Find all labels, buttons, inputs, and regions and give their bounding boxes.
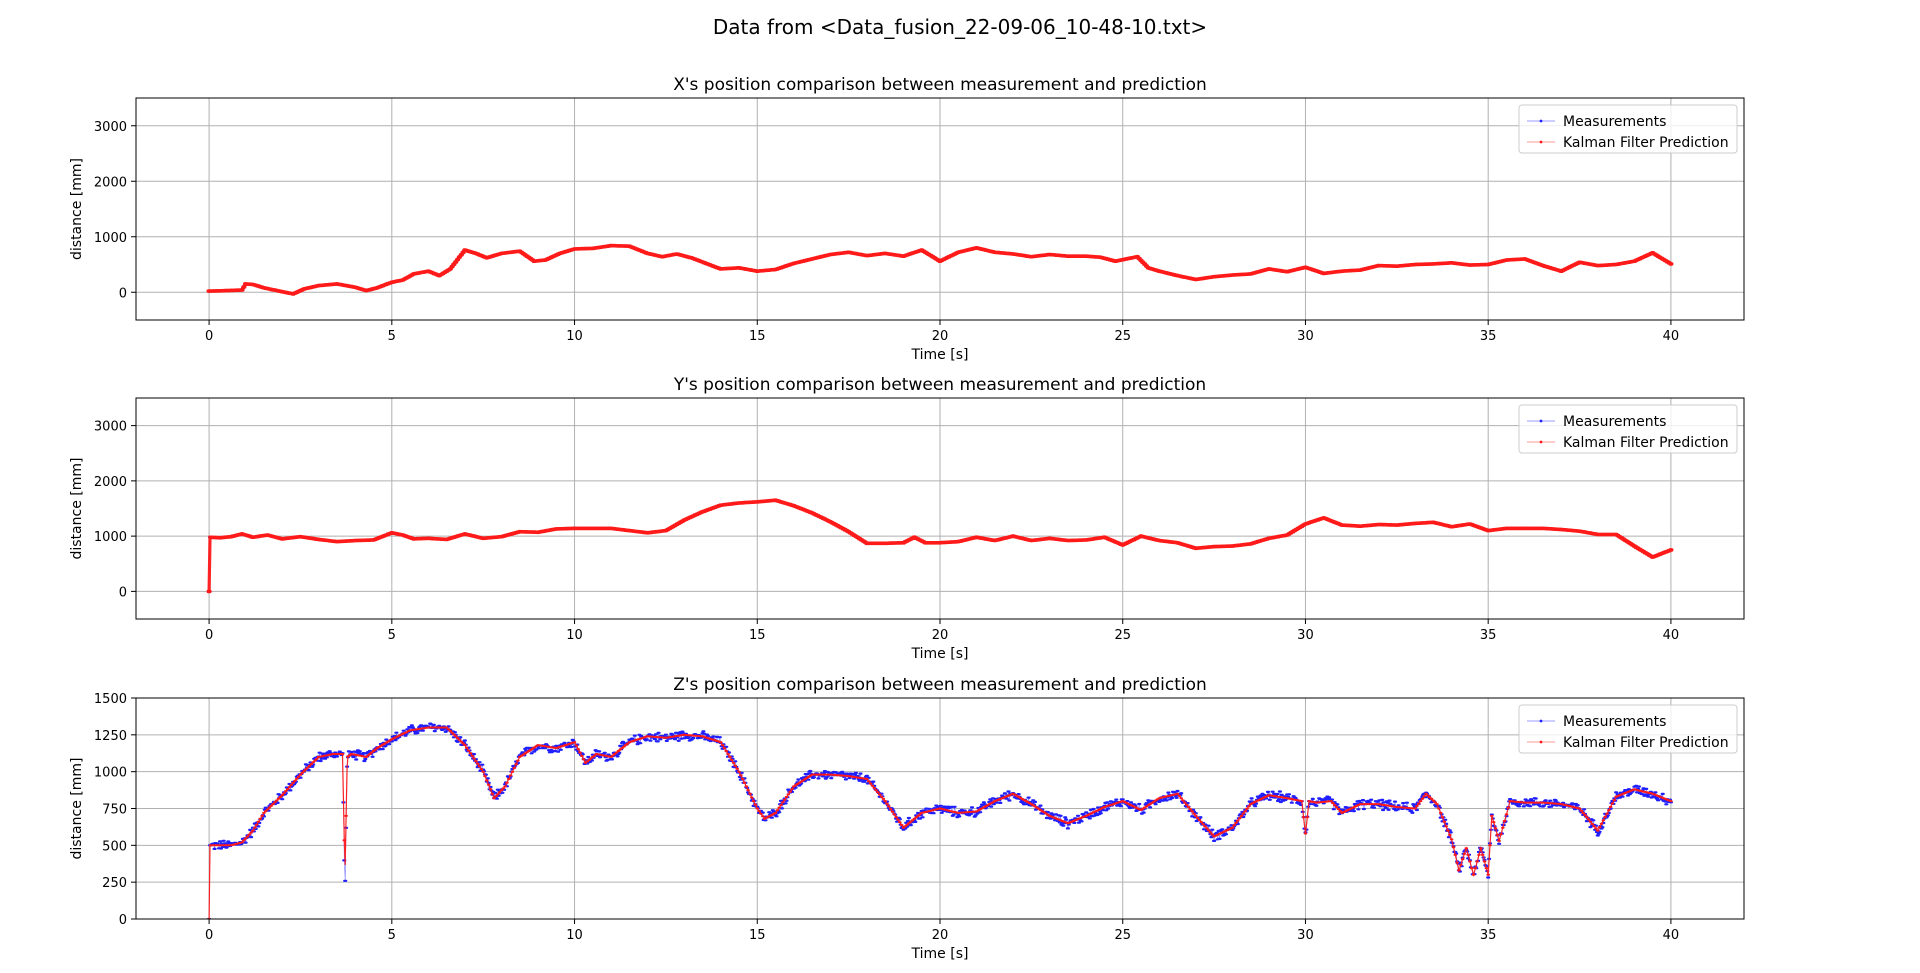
x-tick-label: 35 xyxy=(1480,628,1497,643)
prediction-markers xyxy=(206,498,1674,594)
y-tick-label: 1000 xyxy=(94,530,127,545)
series-group xyxy=(207,722,1673,919)
y-tick-label: 1500 xyxy=(94,692,127,707)
y-tick-label: 2000 xyxy=(94,475,127,490)
legend-marker-2 xyxy=(1539,740,1543,744)
legend-label-2: Kalman Filter Prediction xyxy=(1563,135,1729,151)
y-tick-label: 0 xyxy=(119,286,127,301)
legend-marker-1 xyxy=(1539,119,1543,123)
legend: Measurements Kalman Filter Prediction xyxy=(1518,104,1738,154)
y-tick-label: 1000 xyxy=(94,766,127,781)
series-group xyxy=(206,498,1674,594)
y-axis-label: distance [mm] xyxy=(69,758,85,860)
legend-label-1: Measurements xyxy=(1563,414,1666,430)
y-tick-label: 1000 xyxy=(94,231,127,246)
x-tick-label: 5 xyxy=(388,928,396,943)
x-tick-label: 0 xyxy=(205,928,213,943)
legend: Measurements Kalman Filter Prediction xyxy=(1518,404,1738,454)
legend-frame xyxy=(1518,404,1738,454)
x-axis-label: Time [s] xyxy=(911,347,969,363)
subplot-3: 0 5 10 15 20 25 30 35 40 0 250 500 750 1000 1250 1500 Z'… xyxy=(69,675,1745,962)
x-tick-label: 35 xyxy=(1480,329,1497,344)
x-tick-label: 25 xyxy=(1114,928,1131,943)
x-tick-label: 15 xyxy=(749,628,766,643)
y-tick-label: 3000 xyxy=(94,420,127,435)
x-tick-label: 30 xyxy=(1297,329,1314,344)
legend-marker-1 xyxy=(1539,719,1543,723)
x-tick-label: 5 xyxy=(388,329,396,344)
legend-label-2: Kalman Filter Prediction xyxy=(1563,735,1729,751)
x-tick-label: 5 xyxy=(388,628,396,643)
x-tick-label: 15 xyxy=(749,928,766,943)
x-tick-label: 10 xyxy=(566,928,583,943)
y-axis-label: distance [mm] xyxy=(69,158,85,260)
x-tick-label: 10 xyxy=(566,628,583,643)
legend-frame xyxy=(1518,704,1738,754)
x-tick-label: 40 xyxy=(1663,329,1680,344)
legend-marker-1 xyxy=(1539,419,1543,423)
y-tick-label: 750 xyxy=(102,803,127,818)
y-tick-label: 3000 xyxy=(94,120,127,135)
x-axis-label: Time [s] xyxy=(911,646,969,662)
x-tick-label: 40 xyxy=(1663,628,1680,643)
x-tick-label: 40 xyxy=(1663,928,1680,943)
subplot-title: X's position comparison between measurem… xyxy=(673,75,1207,95)
legend-marker-2 xyxy=(1539,140,1543,144)
legend-marker-2 xyxy=(1539,440,1543,444)
x-tick-label: 25 xyxy=(1114,329,1131,344)
y-tick-label: 2000 xyxy=(94,175,127,190)
legend-label-1: Measurements xyxy=(1563,714,1666,730)
legend-label-2: Kalman Filter Prediction xyxy=(1563,435,1729,451)
x-tick-label: 0 xyxy=(205,628,213,643)
series-group xyxy=(206,243,1674,296)
legend-label-1: Measurements xyxy=(1563,114,1666,130)
subplot-title: Z's position comparison between measurem… xyxy=(673,675,1207,695)
figure-title: Data from <Data_fusion_22-09-06_10-48-10… xyxy=(713,15,1207,39)
subplot-1: 0 5 10 15 20 25 30 35 40 0 1000 2000 3000 X's positio… xyxy=(69,75,1745,363)
x-tick-label: 20 xyxy=(932,329,949,344)
legend: Measurements Kalman Filter Prediction xyxy=(1518,704,1738,754)
x-tick-label: 0 xyxy=(205,329,213,344)
x-tick-label: 30 xyxy=(1297,928,1314,943)
y-tick-label: 0 xyxy=(119,585,127,600)
subplot-2: 0 5 10 15 20 25 30 35 40 0 1000 2000 3000 Y's positio… xyxy=(69,375,1745,662)
x-tick-label: 20 xyxy=(932,628,949,643)
x-tick-label: 25 xyxy=(1114,628,1131,643)
y-axis-label: distance [mm] xyxy=(69,458,85,560)
y-tick-label: 0 xyxy=(119,913,127,928)
x-axis-label: Time [s] xyxy=(911,946,969,962)
subplot-title: Y's position comparison between measurem… xyxy=(673,375,1206,395)
x-tick-label: 30 xyxy=(1297,628,1314,643)
legend-frame xyxy=(1518,104,1738,154)
x-tick-label: 20 xyxy=(932,928,949,943)
x-tick-label: 10 xyxy=(566,329,583,344)
prediction-markers xyxy=(206,243,1674,296)
y-tick-label: 1250 xyxy=(94,729,127,744)
x-tick-label: 35 xyxy=(1480,928,1497,943)
prediction-markers xyxy=(207,726,1673,919)
y-tick-label: 500 xyxy=(102,839,127,854)
x-tick-label: 15 xyxy=(749,329,766,344)
y-tick-label: 250 xyxy=(102,876,127,891)
